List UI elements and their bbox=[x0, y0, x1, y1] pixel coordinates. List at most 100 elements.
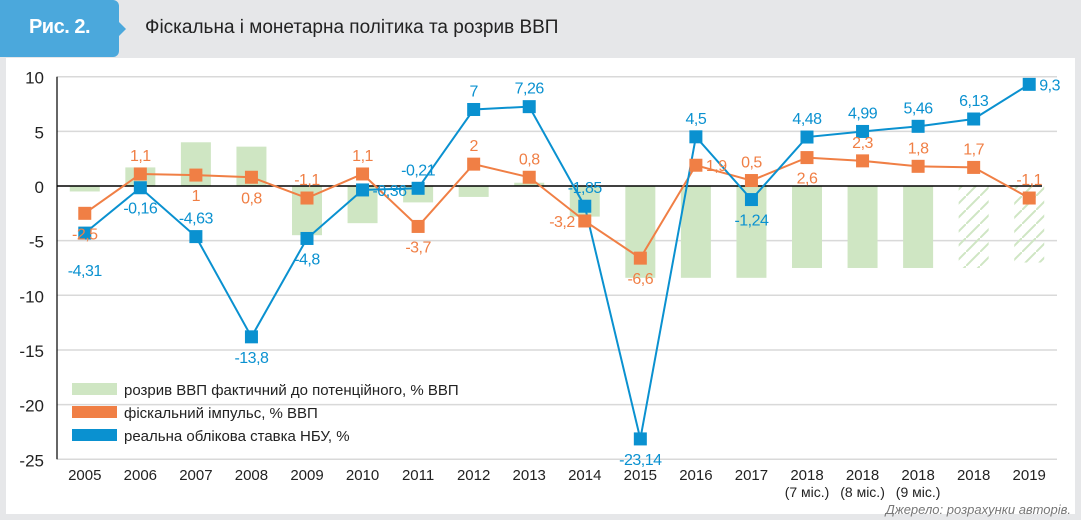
x-tick-label: 2017 bbox=[735, 467, 768, 484]
fiscal-marker bbox=[800, 151, 814, 165]
fiscal-marker bbox=[1022, 191, 1036, 205]
x-tick-label: 2010 bbox=[346, 467, 379, 484]
rate-marker bbox=[467, 102, 481, 116]
fiscal-marker bbox=[633, 251, 647, 265]
fiscal-marker bbox=[856, 154, 870, 168]
fiscal-data-label: -1,1 bbox=[1016, 172, 1042, 189]
fiscal-marker bbox=[78, 206, 92, 220]
fiscal-marker bbox=[911, 159, 925, 173]
y-tick-label: 0 bbox=[35, 178, 44, 197]
rate-data-label: 6,13 bbox=[959, 93, 989, 110]
y-tick-label: 10 bbox=[25, 69, 44, 88]
rate-data-label: 4,5 bbox=[686, 111, 707, 128]
rate-data-label: 4,48 bbox=[792, 111, 822, 128]
fiscal-marker bbox=[578, 214, 592, 228]
x-tick-label: 2007 bbox=[179, 467, 212, 484]
fiscal-marker bbox=[133, 167, 147, 181]
rate-data-label: -1,24 bbox=[734, 213, 769, 230]
x-tick-label: 2018 bbox=[846, 467, 879, 484]
x-tick-label: 2006 bbox=[124, 467, 157, 484]
legend-swatch-3 bbox=[72, 429, 117, 441]
fiscal-marker bbox=[689, 158, 703, 172]
rate-marker bbox=[689, 130, 703, 144]
fiscal-data-label: -3,2 bbox=[549, 214, 575, 231]
rate-data-label: 4,99 bbox=[848, 105, 878, 122]
fiscal-data-label: -2,5 bbox=[72, 226, 98, 243]
rate-marker bbox=[1022, 77, 1036, 91]
legend-swatch-1 bbox=[72, 383, 117, 395]
rate-data-label: -0,21 bbox=[401, 162, 436, 179]
fiscal-line bbox=[84, 156, 1030, 260]
fiscal-data-label: 1 bbox=[192, 188, 201, 205]
x-tick-label: (9 міс.) bbox=[896, 484, 941, 500]
chart-panel bbox=[6, 58, 1075, 514]
fiscal-data-label: 0,5 bbox=[741, 155, 762, 172]
fiscal-data-label: 2 bbox=[469, 138, 478, 155]
rate-marker bbox=[967, 112, 981, 126]
legend-label-2: фіскальний імпульс, % ВВП bbox=[124, 405, 318, 422]
rate-marker bbox=[356, 183, 370, 197]
rate-marker bbox=[578, 199, 592, 213]
x-tick-label: 2009 bbox=[290, 467, 323, 484]
fiscal-marker bbox=[244, 170, 258, 184]
chart-title: Фіскальна і монетарна політика та розрив… bbox=[145, 17, 559, 38]
fiscal-data-label: -6,6 bbox=[628, 271, 654, 288]
rate-marker bbox=[78, 226, 92, 240]
rate-marker bbox=[800, 130, 814, 144]
rate-data-label: 5,46 bbox=[904, 100, 934, 117]
fiscal-data-label: 0,8 bbox=[519, 151, 540, 168]
rate-line bbox=[84, 83, 1030, 440]
x-tick-label: (7 міс.) bbox=[785, 484, 830, 500]
rate-data-label: 7 bbox=[469, 83, 478, 100]
fiscal-data-label: 1,7 bbox=[963, 141, 984, 158]
y-tick-label: -15 bbox=[19, 342, 44, 361]
legend-label-3: реальна облікова ставка НБУ, % bbox=[124, 428, 350, 445]
bar-gap-2018-(7 міс.) bbox=[792, 186, 822, 268]
rate-marker bbox=[133, 181, 147, 195]
rate-data-label: -13,8 bbox=[234, 350, 269, 367]
x-tick-label: 2005 bbox=[68, 467, 101, 484]
rate-data-label: -4,31 bbox=[68, 263, 103, 280]
rate-marker bbox=[633, 432, 647, 446]
rate-marker bbox=[300, 231, 314, 245]
fiscal-data-label: -1,1 bbox=[294, 172, 320, 189]
x-tick-label: 2015 bbox=[624, 467, 657, 484]
x-tick-label: 2012 bbox=[457, 467, 490, 484]
fiscal-marker bbox=[522, 170, 536, 184]
bar-gap-2018-(9 міс.) bbox=[903, 186, 934, 268]
fiscal-marker bbox=[300, 191, 314, 205]
x-tick-label: 2016 bbox=[679, 467, 712, 484]
rate-data-label: -0,16 bbox=[123, 201, 158, 218]
bar-gap-2016 bbox=[680, 186, 711, 278]
rate-marker bbox=[744, 193, 758, 207]
legend-label-1: розрив ВВП фактичний до потенційного, % … bbox=[124, 382, 459, 399]
y-tick-label: 5 bbox=[35, 123, 44, 142]
x-tick-label: (8 міс.) bbox=[840, 484, 885, 500]
rate-marker bbox=[411, 181, 425, 195]
rate-marker bbox=[244, 330, 258, 344]
figure-number: Рис. 2. bbox=[28, 16, 91, 38]
figure-header: Рис. 2. Фіскальна і монетарна політика т… bbox=[0, 0, 1081, 58]
rate-marker bbox=[911, 119, 925, 133]
fiscal-data-label: 1,1 bbox=[130, 148, 151, 165]
source-note: Джерело: розрахунки авторів. bbox=[885, 502, 1071, 517]
rate-data-label: -4,8 bbox=[294, 251, 320, 268]
rate-marker bbox=[522, 100, 536, 114]
fiscal-data-label: 2,3 bbox=[852, 135, 873, 152]
x-tick-label: 2018 bbox=[901, 467, 934, 484]
fiscal-data-label: -3,7 bbox=[405, 239, 431, 256]
rate-marker bbox=[856, 124, 870, 138]
fiscal-marker bbox=[189, 168, 203, 182]
fiscal-data-label: 1,9 bbox=[706, 158, 727, 175]
rate-data-label: -4,63 bbox=[179, 211, 214, 228]
x-tick-label: 2011 bbox=[402, 467, 434, 484]
fiscal-marker bbox=[356, 167, 370, 181]
y-tick-label: -10 bbox=[19, 287, 44, 306]
x-tick-label: 2018 bbox=[790, 467, 823, 484]
fiscal-data-label: 2,6 bbox=[797, 171, 818, 188]
fiscal-data-label: 1,1 bbox=[352, 148, 373, 165]
legend-swatch-2 bbox=[72, 406, 117, 418]
bar-gap-2018-(8 міс.) bbox=[847, 186, 878, 268]
bar-gap-2005 bbox=[69, 186, 100, 192]
